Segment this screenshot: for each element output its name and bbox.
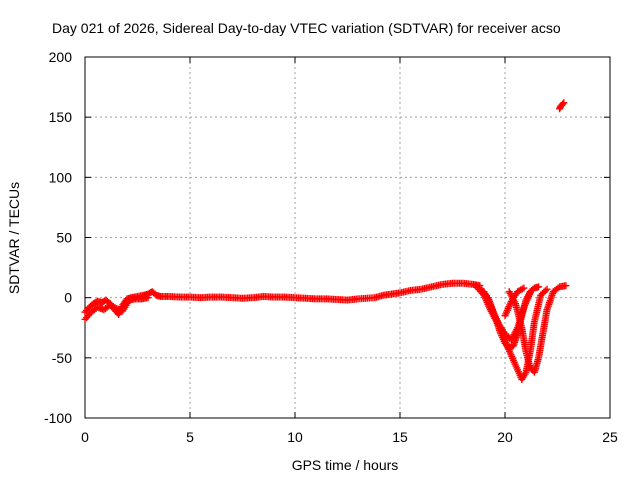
data-point: [518, 285, 526, 293]
y-tick-label: 200: [49, 49, 73, 65]
y-tick-label: 50: [56, 230, 72, 246]
data-point: [111, 304, 119, 312]
data-point: [543, 285, 551, 293]
x-tick-label: 5: [186, 429, 194, 445]
data-points: [81, 99, 570, 383]
data-point: [560, 99, 568, 107]
x-tick-label: 25: [602, 429, 618, 445]
y-tick-label: 150: [49, 109, 73, 125]
grid: [85, 57, 610, 418]
data-point: [526, 289, 534, 297]
data-point: [541, 287, 549, 295]
data-point: [520, 284, 528, 292]
y-axis-label: SDTVAR / TECUs: [6, 182, 22, 294]
x-axis-label: GPS time / hours: [292, 457, 399, 473]
plot-frame: [84, 56, 611, 419]
y-tick-label: 0: [64, 290, 72, 306]
tick-labels: 0 5 10 15 20 25 -100 -50 0 50 100 150 200: [44, 49, 618, 445]
data-point: [559, 100, 567, 108]
y-tick-label: 100: [49, 169, 73, 185]
data-point: [562, 282, 570, 290]
data-point: [535, 283, 543, 291]
data-point: [554, 284, 562, 292]
x-tick-label: 15: [392, 429, 408, 445]
data-point: [144, 294, 152, 302]
x-tick-label: 0: [81, 429, 89, 445]
y-tick-label: -100: [44, 410, 72, 426]
chart-title: Day 021 of 2026, Sidereal Day-to-day VTE…: [52, 20, 561, 36]
y-tick-label: -50: [52, 350, 72, 366]
x-tick-label: 10: [287, 429, 303, 445]
x-tick-label: 20: [497, 429, 513, 445]
